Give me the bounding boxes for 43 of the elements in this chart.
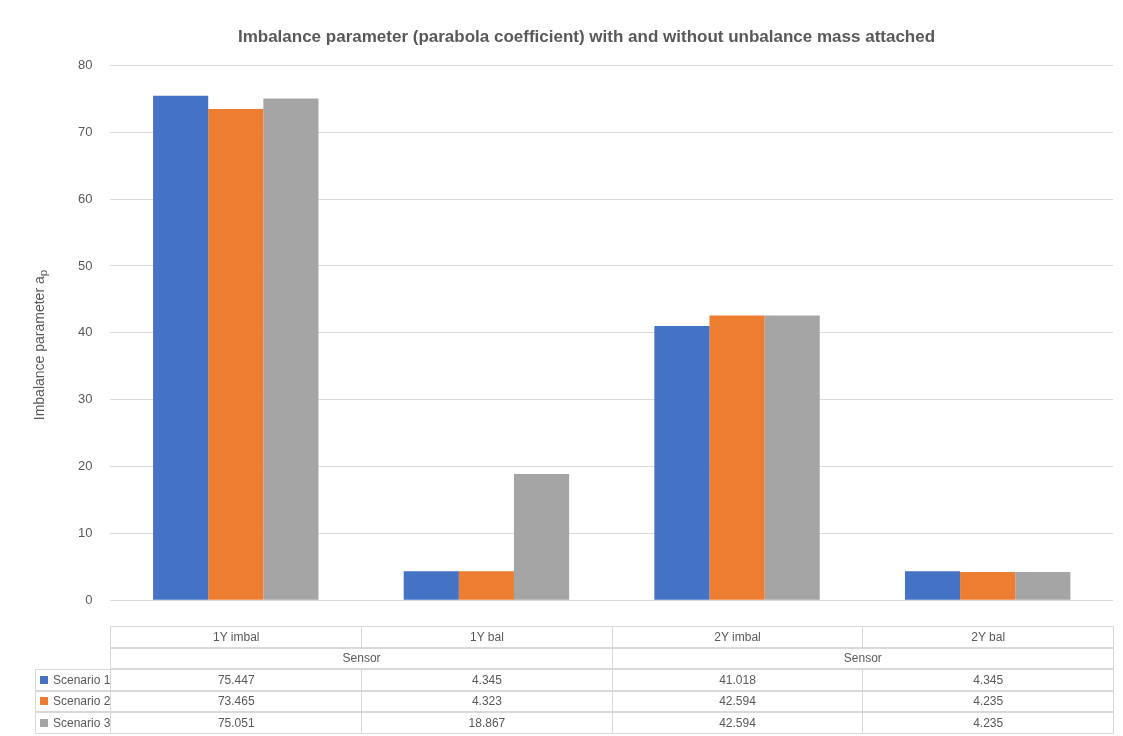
y-tick-label: 60 — [77, 190, 93, 206]
data-label: 42.594 — [611, 712, 864, 734]
bar — [403, 571, 459, 600]
y-tick-label: 80 — [77, 56, 93, 72]
bar — [208, 109, 264, 600]
bar — [709, 315, 765, 600]
data-label: 75.051 — [110, 712, 363, 734]
data-label: 4.235 — [862, 690, 1114, 712]
data-label: 4.323 — [361, 690, 613, 712]
data-label: 4.345 — [862, 669, 1114, 691]
data-label: 4.235 — [862, 712, 1114, 734]
data-label: 4.345 — [361, 669, 613, 691]
x-tick-label: 2Y bal — [862, 626, 1114, 648]
y-tick-label: 70 — [77, 123, 93, 139]
bar — [904, 571, 961, 600]
y-tick-label: 30 — [77, 391, 93, 407]
text: Sensor — [611, 647, 1114, 669]
y-tick-label: 0 — [85, 591, 93, 607]
x-tick-label: 1Y imbal — [110, 626, 363, 648]
bar — [1015, 571, 1071, 600]
bar — [960, 571, 1016, 600]
legend-label: Scenario 1 — [53, 672, 111, 687]
chart-title: Imbalance parameter (parabola coefficient) with and without unbalance mass attached — [237, 26, 936, 46]
data-label: 73.465 — [110, 690, 363, 712]
data-label: 42.594 — [611, 690, 864, 712]
y-tick-label: 10 — [77, 524, 93, 540]
bar — [654, 326, 710, 600]
x-tick-label: 1Y bal — [361, 626, 613, 648]
text: Sensor — [110, 647, 613, 669]
y-tick-label: 20 — [77, 458, 93, 474]
bar — [513, 474, 570, 600]
bar — [458, 571, 514, 600]
data-label: 18.867 — [361, 712, 613, 734]
data-label: 41.018 — [611, 669, 864, 691]
y-tick-label: 40 — [77, 324, 93, 340]
legend-label: Scenario 3 — [53, 715, 111, 730]
data-label: 75.447 — [110, 669, 363, 691]
y-tick-label: 50 — [77, 257, 93, 273]
bar — [764, 315, 820, 600]
legend-label: Scenario 2 — [53, 694, 111, 709]
bar — [153, 95, 209, 600]
bar — [263, 98, 319, 600]
x-tick-label: 2Y imbal — [611, 626, 864, 648]
